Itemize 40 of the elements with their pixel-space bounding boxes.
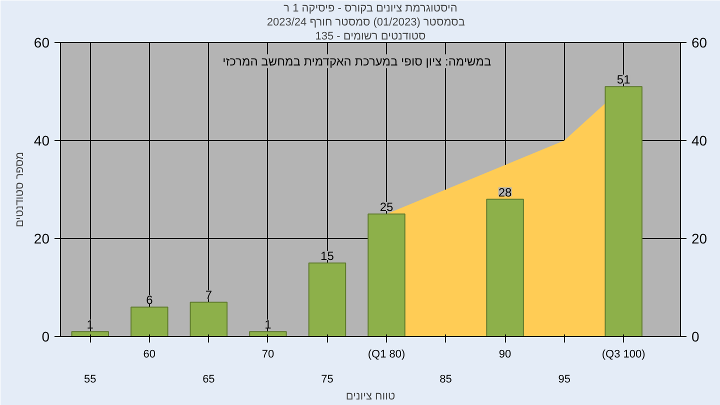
bar — [308, 262, 346, 336]
x-axis-title: טווח ציונים — [346, 390, 396, 402]
chart-title: היסטוגרמת ציונים בקורס - פיסיקה 1 ר — [284, 2, 458, 14]
x-tick-label: 55 — [84, 374, 96, 386]
bar — [368, 214, 406, 336]
y-tick-label: 20 — [34, 230, 50, 246]
x-tick-label: 90 — [498, 348, 512, 360]
x-tick-label: 75 — [321, 374, 334, 386]
y-tick-label: 0 — [42, 328, 50, 344]
data-label: 15 — [320, 249, 334, 263]
data-label: 1 — [86, 318, 94, 332]
y2-tick-label: 20 — [692, 230, 708, 246]
bar — [71, 331, 110, 336]
x-tick-label: (Q3 100) — [602, 348, 646, 360]
y-tick-label: 60 — [34, 34, 50, 50]
data-label: 28 — [498, 185, 512, 200]
y2-tick-label: 60 — [692, 34, 708, 50]
x-tick-label: 70 — [262, 348, 274, 360]
x-tick-label: 65 — [202, 374, 215, 386]
x-tick-label: (Q1 80) — [368, 348, 406, 360]
bar — [130, 306, 168, 336]
data-label: 6 — [146, 293, 154, 308]
annotation: במשימה: ציון סופי במערכת האקדמית במחשב המרכזי — [222, 54, 492, 68]
x-tick-label: 60 — [143, 348, 156, 360]
annotation: סטודנטים רשומים - 135 — [315, 30, 426, 42]
bar — [190, 302, 228, 336]
y2-tick-label: 0 — [692, 328, 700, 344]
y2-tick-label: 40 — [692, 132, 708, 148]
data-label: 7 — [205, 288, 212, 302]
y-axis-title: מספר סטודנטים — [14, 152, 26, 228]
x-tick-label: 85 — [440, 374, 452, 386]
bar — [486, 198, 524, 336]
bar — [249, 331, 287, 336]
data-label: 1 — [264, 318, 272, 332]
y-tick-label: 40 — [34, 132, 50, 148]
x-tick-label: 95 — [558, 374, 570, 386]
data-label: 51 — [616, 72, 631, 87]
bar — [604, 86, 642, 336]
data-label: 25 — [380, 200, 394, 214]
chart-subtitle: בסמסטר (01/2023) סמסטר חורף 2023/24 — [266, 16, 466, 28]
